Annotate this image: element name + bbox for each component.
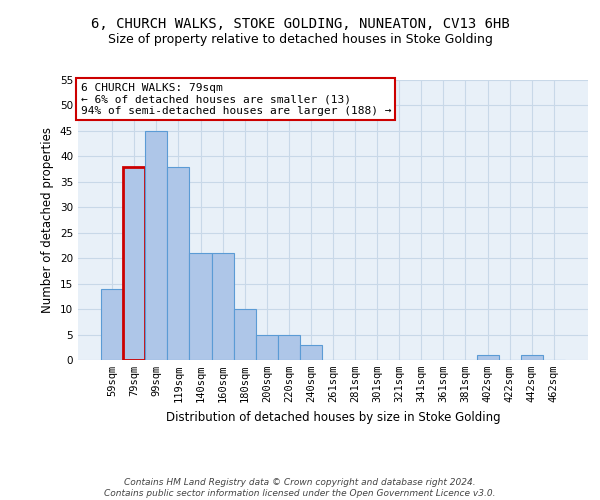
Bar [212,253,233,360]
Bar [167,166,190,360]
Text: Contains HM Land Registry data © Crown copyright and database right 2024.
Contai: Contains HM Land Registry data © Crown c… [104,478,496,498]
Bar [233,309,256,360]
Bar [476,355,499,360]
Y-axis label: Number of detached properties: Number of detached properties [41,127,55,313]
Text: 6, CHURCH WALKS, STOKE GOLDING, NUNEATON, CV13 6HB: 6, CHURCH WALKS, STOKE GOLDING, NUNEATON… [91,18,509,32]
Bar [521,355,543,360]
Bar [101,288,123,360]
Bar [300,344,322,360]
Text: 6 CHURCH WALKS: 79sqm
← 6% of detached houses are smaller (13)
94% of semi-detac: 6 CHURCH WALKS: 79sqm ← 6% of detached h… [80,83,391,116]
Bar [190,253,212,360]
X-axis label: Distribution of detached houses by size in Stoke Golding: Distribution of detached houses by size … [166,410,500,424]
Bar [256,334,278,360]
Text: Size of property relative to detached houses in Stoke Golding: Size of property relative to detached ho… [107,32,493,46]
Bar [278,334,300,360]
Bar [123,166,145,360]
Bar [145,131,167,360]
